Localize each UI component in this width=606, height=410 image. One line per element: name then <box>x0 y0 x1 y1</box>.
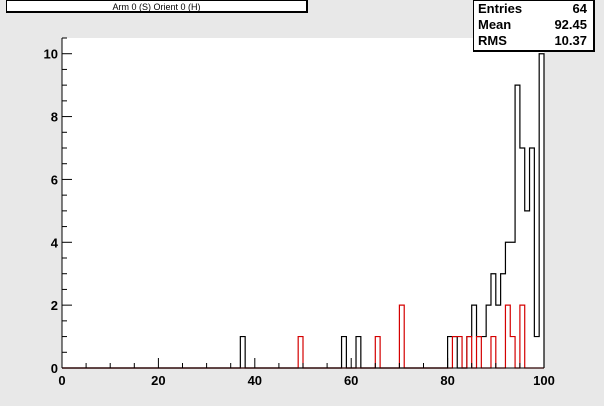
histogram-bin-1-8 <box>505 305 510 368</box>
histogram-bin-1-5 <box>467 337 472 368</box>
histogram-bin-0-19 <box>534 337 539 368</box>
stats-entries-label: Entries <box>478 1 523 16</box>
stats-entries-value: 64 <box>572 1 587 16</box>
histogram-bin-1-10 <box>520 305 525 368</box>
y-tick-label-4: 8 <box>51 110 58 125</box>
stats-rms-row: RMS 10.37 <box>478 33 589 49</box>
histogram-bin-0-9 <box>486 305 491 368</box>
stats-rms-label: RMS <box>478 33 507 48</box>
histogram-bin-0-18 <box>530 148 535 368</box>
histogram-bin-0-6 <box>472 305 477 368</box>
histogram-bin-0-1 <box>342 337 347 368</box>
x-tick-label-2: 40 <box>248 373 262 388</box>
histogram-bin-0-11 <box>496 305 501 368</box>
histogram-bin-1-6 <box>477 337 482 368</box>
histogram-bin-1-4 <box>457 337 462 368</box>
histogram-bin-0-17 <box>525 211 530 368</box>
histogram-bin-0-2 <box>356 337 361 368</box>
x-tick-label-0: 0 <box>58 373 65 388</box>
histogram-bin-0-15 <box>515 85 520 368</box>
histogram-bin-0-12 <box>501 274 506 368</box>
plot-area <box>62 38 544 368</box>
stats-box: Entries 64 Mean 92.45 RMS 10.37 <box>473 0 595 52</box>
stats-rms-value: 10.37 <box>554 33 587 48</box>
histogram-bin-0-0 <box>240 337 245 368</box>
histogram-bin-0-20 <box>539 54 544 368</box>
histogram-bin-1-3 <box>452 337 457 368</box>
x-tick-label-5: 100 <box>533 373 555 388</box>
histogram-bin-1-7 <box>491 337 496 368</box>
y-tick-label-2: 4 <box>51 235 59 250</box>
histogram-bin-1-0 <box>298 337 303 368</box>
x-tick-label-1: 20 <box>151 373 165 388</box>
stats-mean-label: Mean <box>478 17 512 32</box>
histogram-bin-0-8 <box>481 337 486 368</box>
stats-mean-value: 92.45 <box>554 17 587 32</box>
y-tick-label-1: 2 <box>51 298 58 313</box>
histogram-bin-1-1 <box>375 337 380 368</box>
y-tick-label-5: 10 <box>44 47 58 62</box>
y-tick-label-0: 0 <box>51 361 58 376</box>
y-tick-label-3: 6 <box>51 172 58 187</box>
histogram-bin-0-3 <box>448 337 453 368</box>
histogram-title: Arm 0 (S) Orient 0 (H) <box>6 0 308 13</box>
histogram-bin-1-9 <box>510 337 515 368</box>
x-tick-label-4: 80 <box>440 373 454 388</box>
x-tick-label-3: 60 <box>344 373 358 388</box>
stats-entries-row: Entries 64 <box>478 1 589 17</box>
histogram-bin-1-2 <box>399 305 404 368</box>
stats-mean-row: Mean 92.45 <box>478 17 589 33</box>
